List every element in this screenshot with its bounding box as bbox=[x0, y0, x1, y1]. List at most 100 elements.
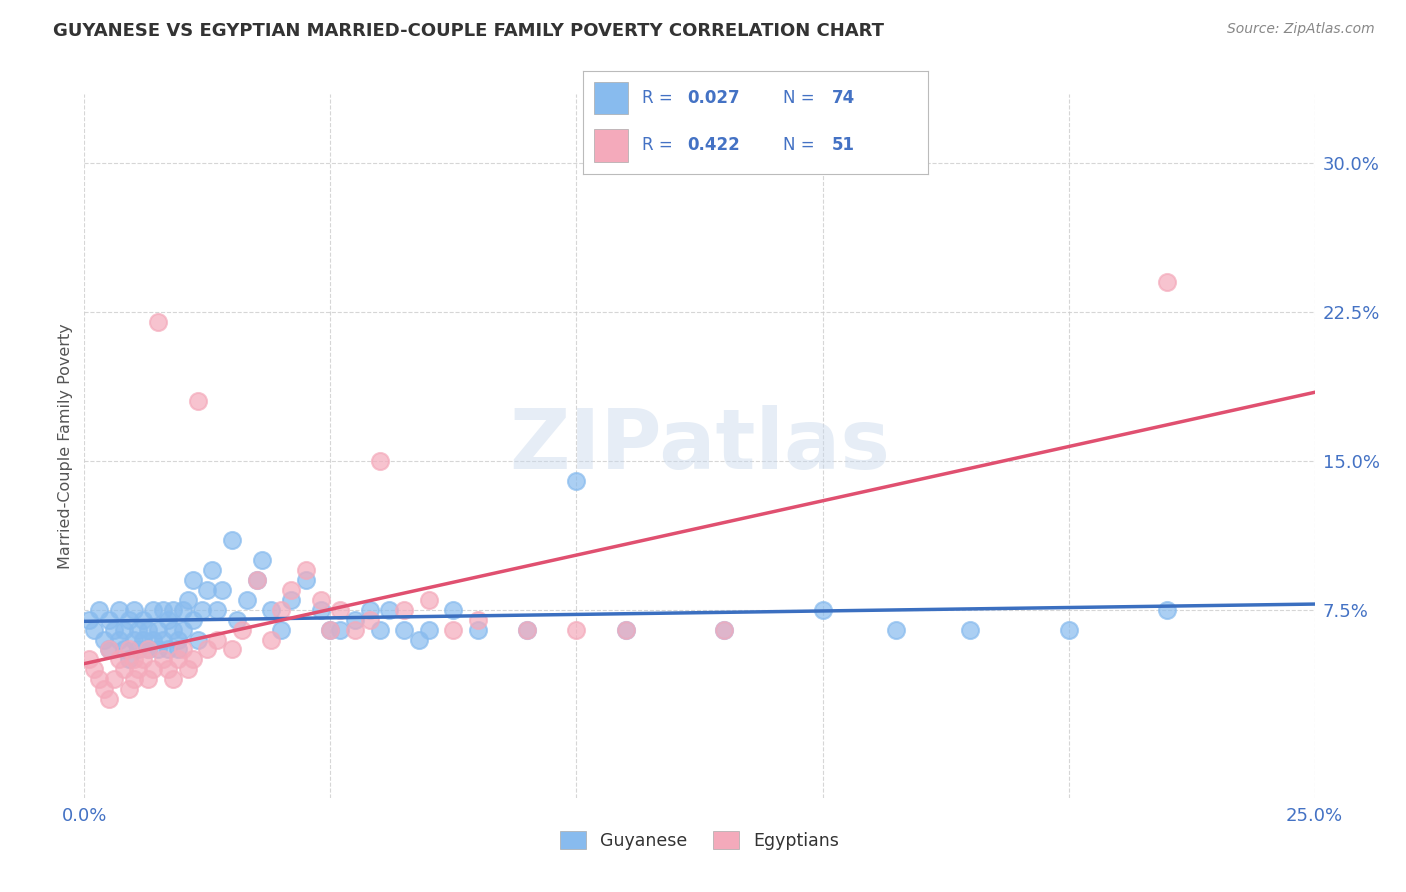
Point bbox=[394, 603, 416, 617]
Text: Source: ZipAtlas.com: Source: ZipAtlas.com bbox=[1227, 22, 1375, 37]
Point bbox=[231, 623, 253, 637]
Point bbox=[112, 662, 135, 676]
Point bbox=[359, 613, 381, 627]
Text: R =: R = bbox=[643, 88, 678, 106]
Point bbox=[329, 623, 352, 637]
Point bbox=[614, 623, 637, 637]
Point bbox=[713, 623, 735, 637]
Point bbox=[128, 642, 150, 657]
Point bbox=[295, 563, 318, 577]
Point bbox=[98, 692, 120, 706]
Point bbox=[132, 613, 155, 627]
Point bbox=[260, 603, 283, 617]
Legend: Guyanese, Egyptians: Guyanese, Egyptians bbox=[553, 824, 846, 856]
Point bbox=[132, 632, 155, 647]
Point bbox=[368, 623, 391, 637]
Point bbox=[270, 623, 292, 637]
Point bbox=[207, 603, 229, 617]
Text: GUYANESE VS EGYPTIAN MARRIED-COUPLE FAMILY POVERTY CORRELATION CHART: GUYANESE VS EGYPTIAN MARRIED-COUPLE FAMI… bbox=[53, 22, 884, 40]
Point bbox=[309, 592, 332, 607]
Text: ZIPatlas: ZIPatlas bbox=[509, 406, 890, 486]
Point bbox=[142, 632, 165, 647]
Point bbox=[93, 682, 115, 697]
FancyBboxPatch shape bbox=[593, 82, 628, 114]
Point bbox=[260, 632, 283, 647]
Point bbox=[181, 573, 204, 587]
Point bbox=[211, 582, 233, 597]
Point bbox=[152, 652, 174, 666]
Point bbox=[142, 662, 165, 676]
Point bbox=[1156, 603, 1178, 617]
Point bbox=[246, 573, 269, 587]
Point bbox=[443, 623, 465, 637]
Point bbox=[112, 623, 135, 637]
Point bbox=[128, 662, 150, 676]
Point bbox=[713, 623, 735, 637]
Point bbox=[166, 652, 188, 666]
Point bbox=[148, 642, 170, 657]
Point bbox=[565, 623, 588, 637]
Point bbox=[418, 592, 440, 607]
Point bbox=[309, 603, 332, 617]
Point bbox=[79, 652, 101, 666]
Point bbox=[378, 603, 401, 617]
Point bbox=[172, 642, 194, 657]
Point bbox=[152, 632, 174, 647]
Point bbox=[162, 672, 184, 686]
Point bbox=[122, 603, 145, 617]
Point bbox=[516, 623, 538, 637]
Point bbox=[87, 603, 111, 617]
Point bbox=[418, 623, 440, 637]
Point bbox=[83, 662, 105, 676]
FancyBboxPatch shape bbox=[593, 128, 628, 161]
Point bbox=[112, 642, 135, 657]
Y-axis label: Married-Couple Family Poverty: Married-Couple Family Poverty bbox=[58, 323, 73, 569]
Point bbox=[319, 623, 342, 637]
Point bbox=[280, 592, 302, 607]
Point bbox=[138, 623, 160, 637]
Point bbox=[157, 613, 180, 627]
Point bbox=[250, 553, 273, 567]
Point bbox=[172, 623, 194, 637]
Point bbox=[186, 394, 209, 409]
Point bbox=[186, 632, 209, 647]
Point bbox=[157, 662, 180, 676]
Point bbox=[128, 623, 150, 637]
Point bbox=[614, 623, 637, 637]
Point bbox=[295, 573, 318, 587]
Text: 51: 51 bbox=[831, 136, 855, 153]
Point bbox=[221, 642, 243, 657]
Point bbox=[811, 603, 834, 617]
Point bbox=[118, 613, 141, 627]
Text: N =: N = bbox=[783, 136, 820, 153]
Point bbox=[270, 603, 292, 617]
Point bbox=[443, 603, 465, 617]
Point bbox=[162, 623, 184, 637]
Point bbox=[329, 603, 352, 617]
Point bbox=[565, 474, 588, 488]
Point bbox=[368, 454, 391, 468]
Point bbox=[132, 652, 155, 666]
Point bbox=[408, 632, 430, 647]
Point bbox=[103, 672, 125, 686]
Point bbox=[138, 642, 160, 657]
Point bbox=[319, 623, 342, 637]
Point bbox=[467, 623, 489, 637]
Point bbox=[886, 623, 908, 637]
Point bbox=[148, 315, 170, 329]
Point bbox=[148, 623, 170, 637]
Point bbox=[122, 672, 145, 686]
Point bbox=[359, 603, 381, 617]
Text: R =: R = bbox=[643, 136, 678, 153]
Text: 0.027: 0.027 bbox=[688, 88, 740, 106]
Point bbox=[98, 642, 120, 657]
Point bbox=[236, 592, 259, 607]
Point bbox=[166, 632, 188, 647]
Point bbox=[98, 613, 120, 627]
Point bbox=[152, 603, 174, 617]
Point bbox=[1057, 623, 1080, 637]
Point bbox=[93, 632, 115, 647]
Point bbox=[467, 613, 489, 627]
Point bbox=[122, 652, 145, 666]
Point bbox=[177, 662, 200, 676]
